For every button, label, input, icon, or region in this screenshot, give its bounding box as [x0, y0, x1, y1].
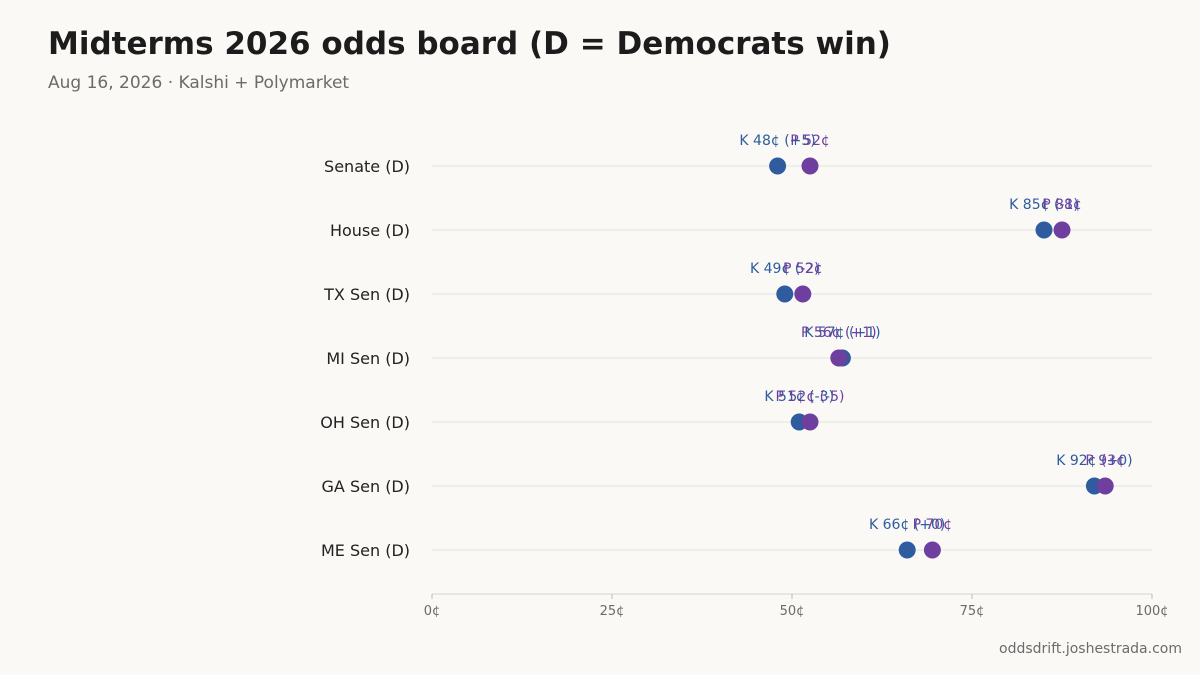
- x-tick-label: 50¢: [780, 604, 805, 619]
- data-label-k: K 49¢ (-2): [750, 261, 820, 277]
- data-point-p: [801, 157, 819, 175]
- row-label: Senate (D): [324, 157, 410, 176]
- data-point-p: [801, 413, 819, 431]
- grid-lines: [432, 165, 1152, 551]
- row-label: TX Sen (D): [323, 285, 410, 304]
- data-point-p: [1096, 477, 1114, 495]
- data-label-p: P 52¢ (-5): [776, 389, 845, 405]
- chart-subtitle: Aug 16, 2026 · Kalshi + Polymarket: [48, 73, 350, 93]
- data-label-p: P 93¢: [1085, 453, 1125, 469]
- data-labels: K 48¢ (+5) K 85¢ (-1) K 49¢ (-2) K 57¢ (+1)…: [739, 133, 1132, 533]
- row-labels: Senate (D) House (D) TX Sen (D) MI Sen (D) O…: [320, 157, 410, 560]
- data-label-p: P 56¢ (+1): [801, 325, 877, 341]
- data-point-p: [794, 285, 812, 303]
- chart-title: Midterms 2026 odds board (D = Democrats …: [48, 26, 891, 62]
- row-label: OH Sen (D): [320, 413, 410, 432]
- data-point-p: [830, 349, 848, 367]
- data-label-p: P 52¢: [790, 133, 830, 149]
- x-axis: 0¢ 25¢ 50¢ 75¢ 100¢: [424, 593, 1169, 619]
- row-label: ME Sen (D): [321, 541, 410, 560]
- row-label: House (D): [330, 221, 410, 240]
- data-label-k: K 66¢ (+0): [869, 517, 945, 533]
- source-footer: oddsdrift.joshestrada.com: [999, 641, 1182, 657]
- data-label-p: P 88¢: [1042, 197, 1082, 213]
- x-tick-label: 75¢: [960, 604, 985, 619]
- data-point-k: [898, 541, 916, 559]
- row-label: GA Sen (D): [322, 477, 410, 496]
- x-tick-label: 100¢: [1135, 604, 1168, 619]
- row-label: MI Sen (D): [326, 349, 410, 368]
- data-label-k: K 57¢ (+1): [804, 325, 880, 341]
- data-point-k: [769, 157, 787, 175]
- data-point-p: [923, 541, 941, 559]
- data-label-p: P 70¢: [913, 517, 953, 533]
- x-tick-label: 25¢: [600, 604, 625, 619]
- data-points: [769, 157, 1114, 559]
- data-point-p: [1053, 221, 1071, 239]
- x-tick-label: 0¢: [424, 604, 441, 619]
- data-label-k: K 92¢ (+0): [1056, 453, 1132, 469]
- data-point-k: [776, 285, 794, 303]
- data-label-p: P 52¢: [783, 261, 823, 277]
- data-label-k: K 48¢ (+5): [739, 133, 815, 149]
- data-label-k: K 51¢ (-3): [764, 389, 834, 405]
- data-label-k: K 85¢ (-1): [1009, 197, 1079, 213]
- data-point-k: [1035, 221, 1053, 239]
